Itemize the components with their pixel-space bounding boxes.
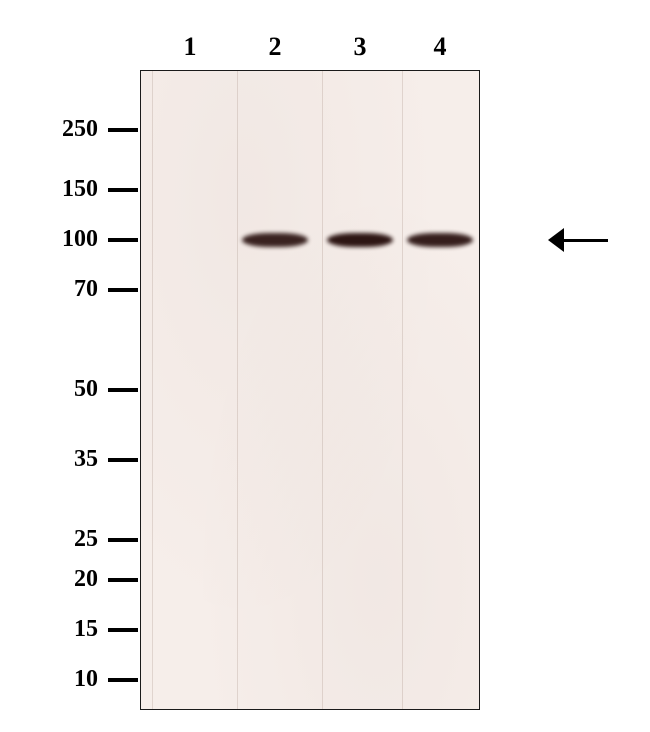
band-indicator-arrow-shaft xyxy=(560,239,608,242)
mw-marker-tick xyxy=(108,458,138,462)
mw-marker-label: 25 xyxy=(0,526,98,553)
mw-marker-label: 10 xyxy=(0,666,98,693)
mw-marker-label: 100 xyxy=(0,226,98,253)
mw-marker-label: 35 xyxy=(0,446,98,473)
mw-marker-tick xyxy=(108,238,138,242)
mw-marker-tick xyxy=(108,678,138,682)
mw-marker-tick xyxy=(108,538,138,542)
protein-band xyxy=(407,233,473,247)
mw-marker-tick xyxy=(108,578,138,582)
mw-marker-label: 250 xyxy=(0,116,98,143)
lane-label: 3 xyxy=(340,32,380,62)
mw-marker-tick xyxy=(108,628,138,632)
blot-membrane xyxy=(140,70,480,710)
mw-marker-label: 70 xyxy=(0,276,98,303)
mw-marker-tick xyxy=(108,128,138,132)
band-indicator-arrow-head xyxy=(548,228,564,252)
lane-label: 4 xyxy=(420,32,460,62)
mw-marker-label: 15 xyxy=(0,616,98,643)
mw-marker-label: 50 xyxy=(0,376,98,403)
mw-marker-tick xyxy=(108,288,138,292)
mw-marker-label: 150 xyxy=(0,176,98,203)
mw-marker-tick xyxy=(108,188,138,192)
membrane-noise-overlay xyxy=(141,71,479,709)
lane-label: 1 xyxy=(170,32,210,62)
mw-marker-tick xyxy=(108,388,138,392)
protein-band xyxy=(242,233,308,247)
protein-band xyxy=(327,233,393,247)
lane-label: 2 xyxy=(255,32,295,62)
mw-marker-label: 20 xyxy=(0,566,98,593)
